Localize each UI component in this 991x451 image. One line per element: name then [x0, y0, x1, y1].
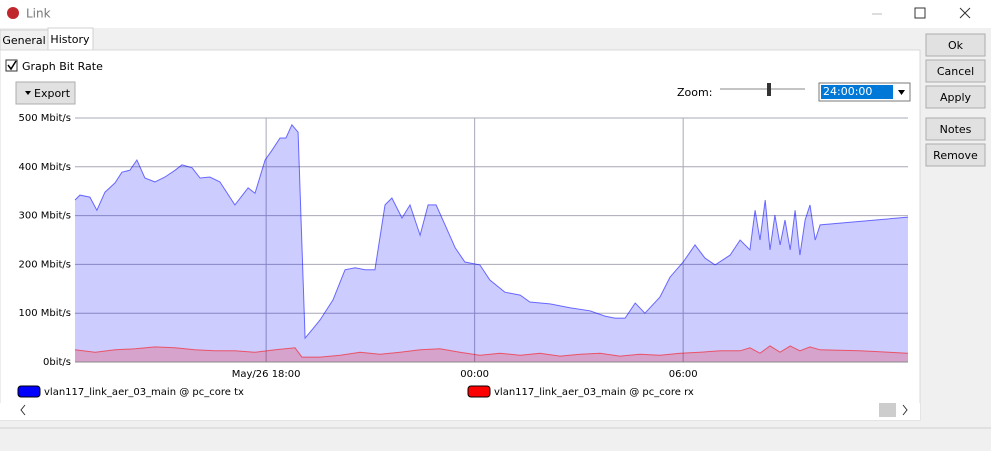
export-label[interactable]: Export [34, 87, 71, 100]
title-bar [0, 0, 991, 28]
scroll-right[interactable] [902, 404, 908, 416]
dropdown-arrow [898, 90, 905, 95]
button-label[interactable]: Remove [933, 149, 978, 162]
legend-label: vlan117_link_aer_03_main @ pc_core rx [494, 387, 694, 398]
button[interactable] [925, 143, 986, 167]
area [75, 345, 908, 362]
legend-swatch [17, 385, 41, 398]
chart-area [15, 108, 913, 403]
button[interactable] [925, 117, 986, 141]
dropdown-arrow [25, 91, 31, 95]
zoom-label: Zoom: [677, 86, 712, 99]
zoom-value[interactable]: 24:00:00 [823, 85, 872, 98]
legend-label: vlan117_link_aer_03_main @ pc_core tx [44, 387, 244, 398]
tab-label[interactable]: General [2, 34, 45, 47]
button-label[interactable]: Cancel [937, 65, 974, 78]
scrollbar[interactable] [0, 403, 920, 420]
button-label[interactable]: Apply [940, 91, 972, 104]
close[interactable] [959, 7, 971, 19]
x-tick-label: May/26 18:00 [232, 369, 301, 380]
checkbox-label[interactable]: Graph Bit Rate [22, 60, 103, 73]
app-icon [7, 7, 19, 19]
y-tick-label: 400 Mbit/s [18, 162, 71, 173]
checkbox[interactable] [5, 59, 18, 72]
y-tick-label: 0bit/s [43, 357, 71, 368]
button[interactable] [925, 85, 986, 109]
export-button[interactable] [15, 81, 76, 105]
scroll-left[interactable] [20, 404, 26, 416]
area [75, 124, 908, 362]
y-tick-label: 100 Mbit/s [18, 308, 71, 319]
y-tick-label: 500 Mbit/s [18, 113, 71, 124]
window-title: Link [26, 7, 51, 21]
line [74, 345, 909, 358]
x-tick-label: 06:00 [669, 369, 698, 380]
selection [821, 85, 893, 99]
button[interactable] [925, 59, 986, 83]
maximize[interactable] [914, 7, 926, 19]
button-label[interactable]: Ok [948, 39, 964, 52]
y-tick-label: 200 Mbit/s [18, 259, 71, 270]
tab-label[interactable]: History [50, 33, 90, 46]
checkmark [7, 60, 17, 71]
scroll-thumb[interactable] [879, 403, 896, 417]
button[interactable] [925, 33, 986, 57]
button-label[interactable]: Notes [940, 123, 972, 136]
zoom-slider-thumb[interactable] [767, 83, 771, 96]
line [74, 123, 909, 340]
y-tick-label: 300 Mbit/s [18, 211, 71, 222]
legend-swatch [467, 385, 491, 398]
x-tick-label: 00:00 [460, 369, 489, 380]
